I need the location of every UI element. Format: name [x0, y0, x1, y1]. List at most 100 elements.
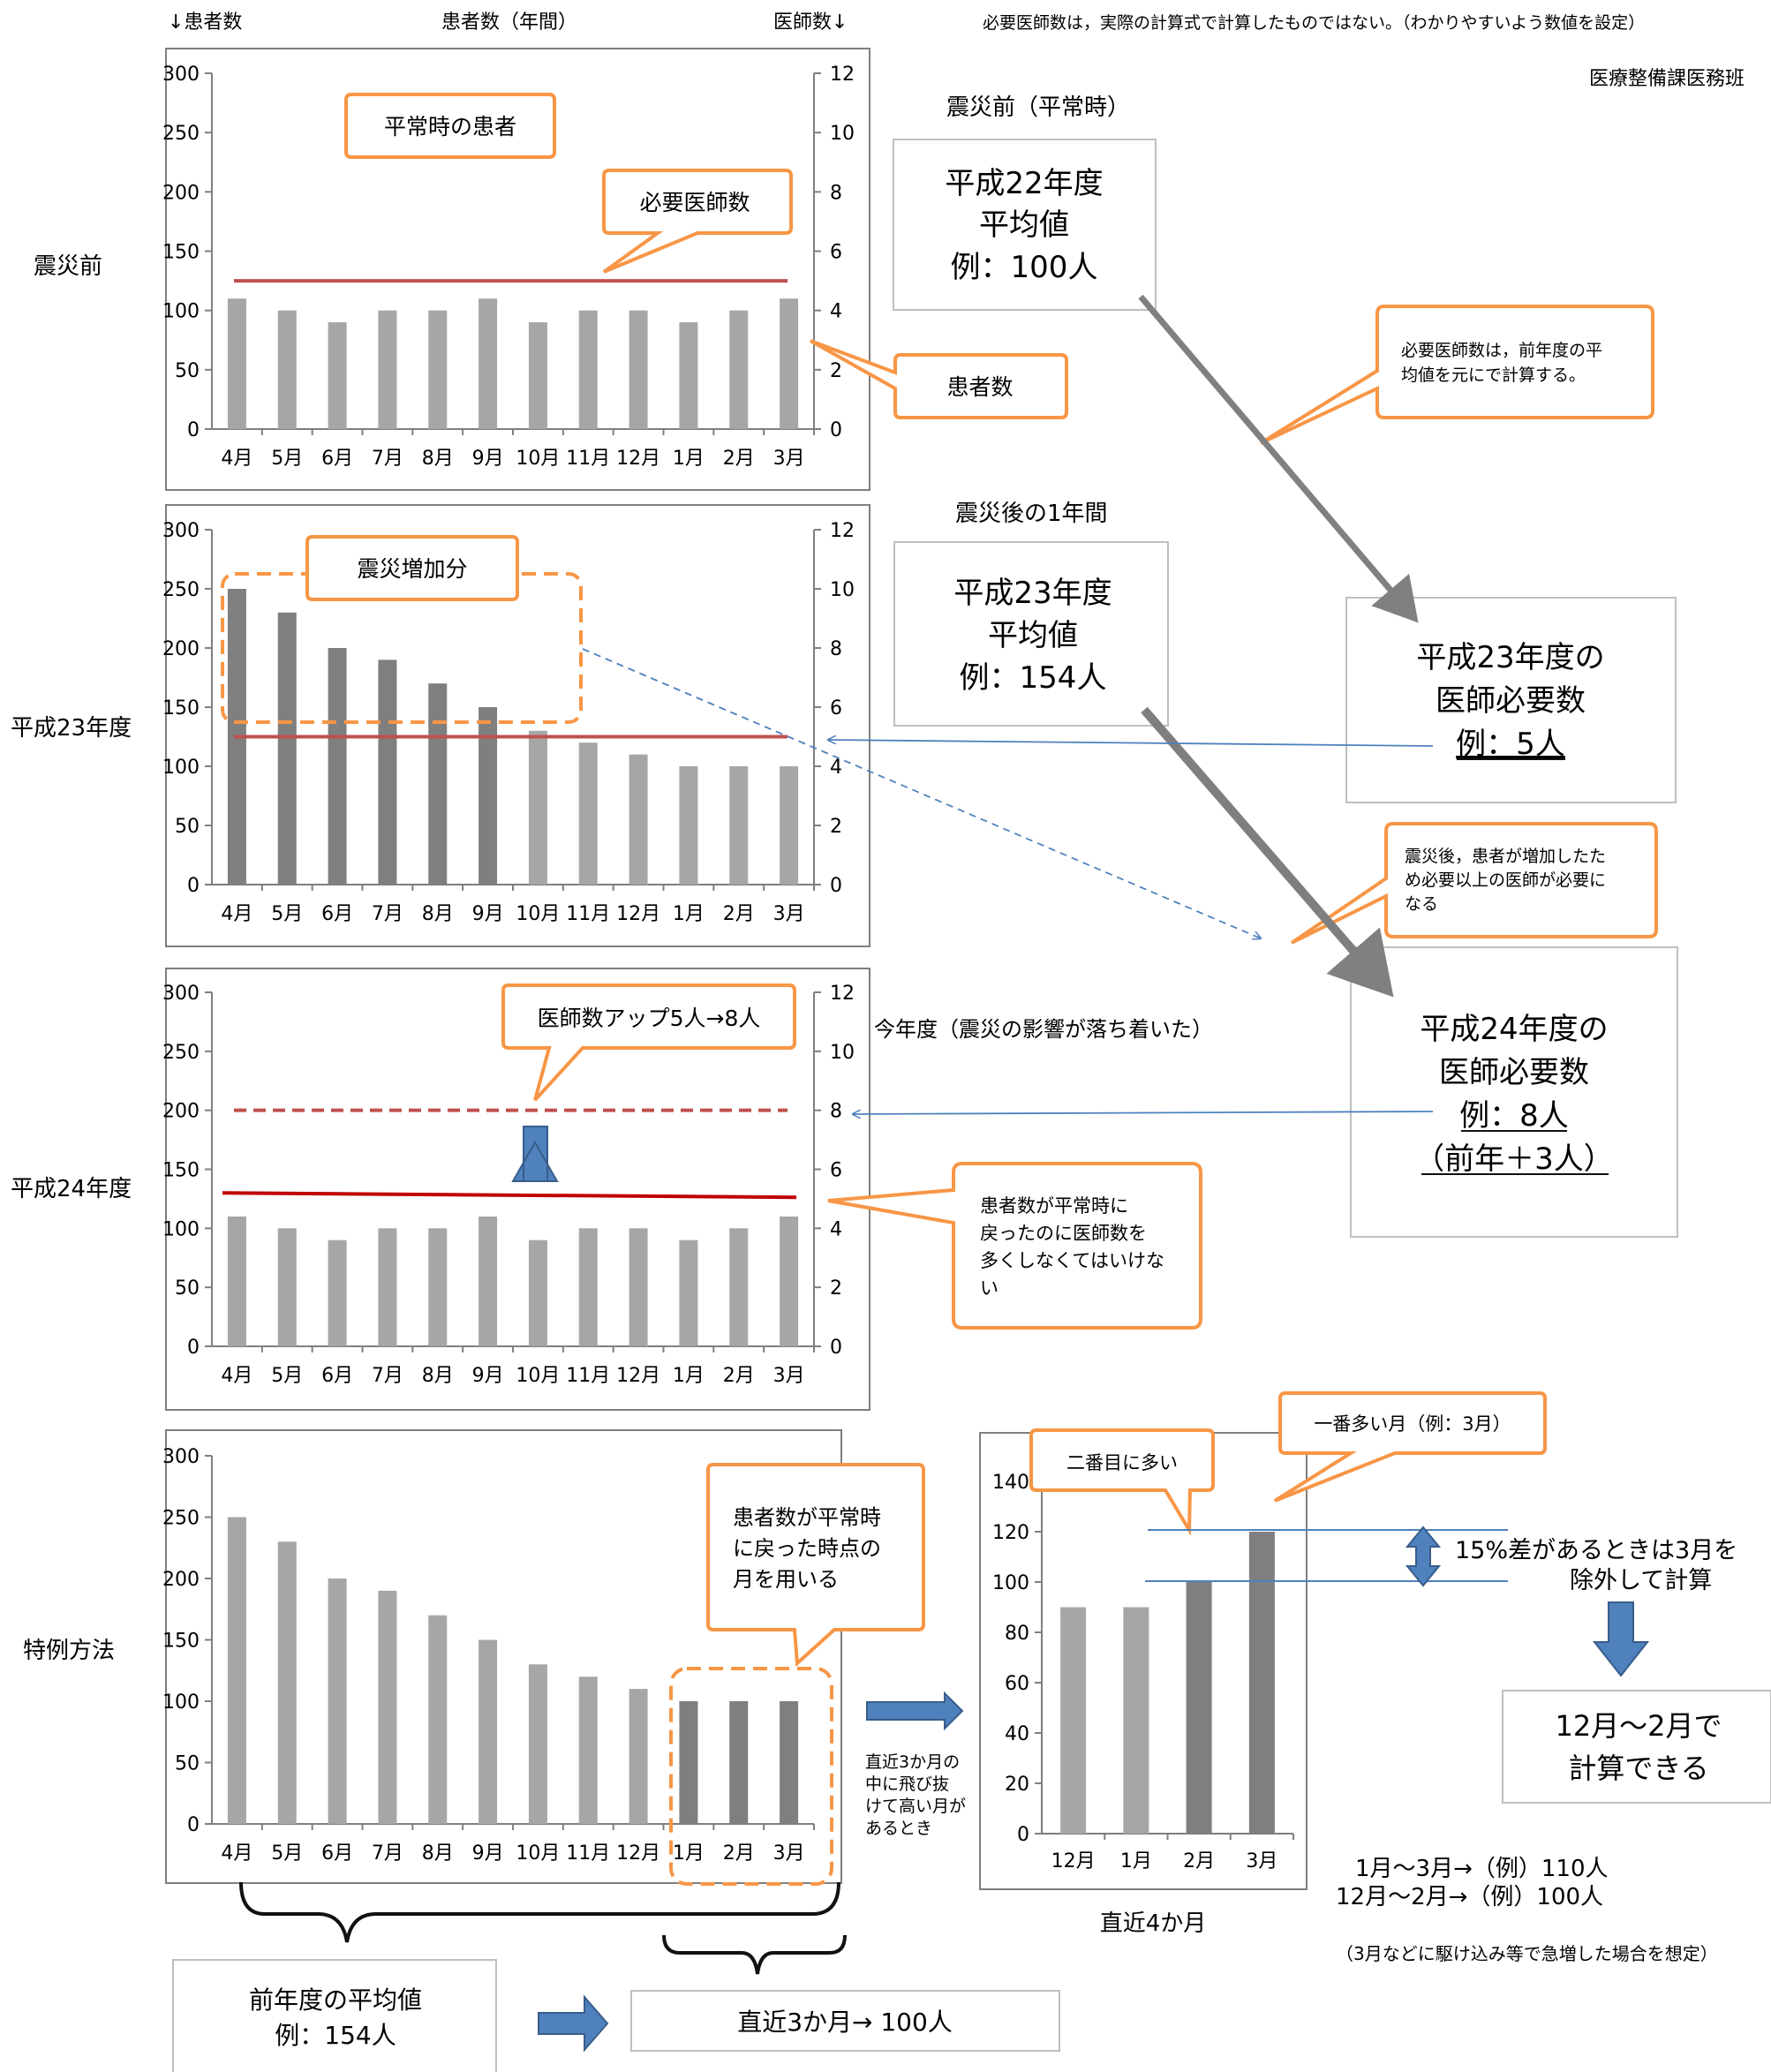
bar [679, 766, 697, 885]
row-label-before: 震災前 [34, 253, 102, 280]
bar [529, 1664, 547, 1824]
bar [479, 298, 497, 429]
y-tick-label-left: 150 [162, 242, 200, 264]
h23-box-line2: 平均値 [988, 618, 1078, 653]
y-tick-label-right: 6 [830, 1160, 842, 1182]
bar [228, 1217, 246, 1346]
h22-box-line3: 例：100人 [951, 250, 1098, 285]
callout-normal-patients-text: 平常時の患者 [384, 114, 516, 139]
after-label: 震災後の1年間 [955, 501, 1108, 527]
y-tick-label-left: 200 [162, 638, 200, 660]
y-tick-label-left: 100 [162, 1218, 200, 1240]
y-tick-label-right: 8 [830, 1101, 842, 1123]
y-tick-label-left: 200 [162, 1569, 200, 1591]
x-tick-label: 9月 [472, 903, 504, 925]
department-label: 医療整備課医務班 [1589, 68, 1745, 90]
y-tick-label-right: 12 [830, 520, 855, 542]
bar [780, 298, 798, 429]
x-tick-label: 10月 [516, 1842, 560, 1865]
x-tick-label: 11月 [566, 448, 610, 470]
x-tick-label: 4月 [221, 448, 252, 470]
example-line2: 12月～2月→（例）100人 [1336, 1884, 1603, 1910]
bar [629, 1228, 648, 1346]
x-tick-label: 12月 [616, 448, 660, 470]
bar [579, 1676, 598, 1824]
x-tick-label: 5月 [271, 1365, 303, 1387]
y-tick-label-left: 250 [162, 1042, 200, 1064]
bar [278, 613, 297, 885]
callout-use-month-line3: 月を用いる [733, 1567, 839, 1592]
diff-note-line2: 除外して計算 [1570, 1567, 1712, 1594]
x-tick-label: 4月 [221, 903, 252, 925]
y-tick-label-left: 50 [175, 360, 200, 382]
h23-doctors-line1: 平成23年度の [1416, 640, 1604, 675]
bar [629, 1689, 648, 1824]
down-arrow-icon [1594, 1602, 1647, 1676]
x-tick-label: 7月 [372, 1842, 403, 1865]
bar [378, 1228, 396, 1346]
callout-patients-label: 患者数 [946, 374, 1013, 400]
bar [428, 311, 447, 429]
bar [428, 683, 447, 885]
recent4-caption: 直近4か月 [1100, 1910, 1207, 1937]
y-tick-label-left: 150 [162, 1160, 200, 1182]
y-tick-label-left: 300 [162, 64, 200, 86]
prev-average-line1: 前年度の平均値 [249, 1985, 422, 2015]
callout-most-text: 一番多い月（例：3月） [1314, 1413, 1511, 1435]
callout-required-doctors [604, 170, 791, 272]
x-tick-label: 6月 [321, 1842, 353, 1865]
x-tick-label: 3月 [773, 903, 805, 925]
y-tick-label-right: 10 [830, 579, 855, 601]
bar [729, 311, 748, 429]
y-tick-label-left: 50 [175, 1277, 200, 1300]
y-tick-label-right: 10 [830, 123, 855, 145]
x-tick-label: 2月 [723, 1365, 755, 1387]
x-tick-label: 2月 [723, 448, 755, 470]
bar [328, 322, 347, 429]
result-line1: 12月～2月で [1555, 1709, 1722, 1743]
bar [529, 731, 547, 885]
callout-increase-reason-line2: め必要以上の医師が必要に [1405, 870, 1606, 890]
row-label-h24: 平成24年度 [11, 1176, 132, 1202]
assumption-note: （3月などに駆け込み等で急増した場合を想定） [1336, 1943, 1718, 1964]
bar [278, 1541, 297, 1824]
callout-h24-line2: 戻ったのに医師数を [980, 1223, 1147, 1244]
y-tick-label-left: 50 [175, 816, 200, 838]
x-tick-label: 12月 [616, 1842, 660, 1865]
x-tick-label: 1月 [673, 1842, 705, 1865]
y-tick-label-left: 100 [992, 1572, 1029, 1594]
callout-increase-reason-line1: 震災後，患者が増加したた [1405, 847, 1606, 866]
x-tick-label: 10月 [516, 1365, 560, 1387]
h24-doctors-line3: 例：8人 [1459, 1098, 1569, 1134]
x-tick-label: 6月 [321, 448, 353, 470]
example-line1: 1月～3月→（例）110人 [1355, 1856, 1609, 1882]
bar [579, 1228, 598, 1346]
y-tick-label-left: 300 [162, 983, 200, 1005]
x-tick-label: 8月 [422, 448, 454, 470]
bar [328, 648, 347, 885]
x-tick-label: 12月 [616, 1365, 660, 1387]
bar [479, 1640, 497, 1825]
y-tick-label-left: 300 [162, 1446, 200, 1468]
y-tick-label-left: 0 [1017, 1824, 1029, 1846]
bar [378, 1591, 396, 1824]
y-tick-label-left: 20 [1005, 1774, 1029, 1796]
bar [228, 298, 246, 429]
callout-h24-line4: い [980, 1277, 999, 1299]
y-tick-label-right: 12 [830, 64, 855, 86]
x-tick-label: 12月 [1051, 1850, 1096, 1872]
right-axis-header: 医師数↓ [773, 11, 848, 34]
x-tick-label: 5月 [271, 448, 303, 470]
x-tick-label: 3月 [1246, 1850, 1277, 1872]
chart-header-title: 患者数（年間） [441, 11, 577, 34]
x-tick-label: 2月 [723, 903, 755, 925]
spike-note-line1: 直近3か月の [865, 1752, 960, 1772]
y-tick-label-left: 0 [187, 419, 200, 441]
bar [1060, 1608, 1086, 1835]
x-tick-label: 11月 [566, 1842, 610, 1865]
bar [378, 659, 396, 885]
callout-use-month-line2: に戻った時点の [733, 1536, 881, 1561]
x-tick-label: 7月 [372, 903, 403, 925]
bar [729, 1228, 748, 1346]
